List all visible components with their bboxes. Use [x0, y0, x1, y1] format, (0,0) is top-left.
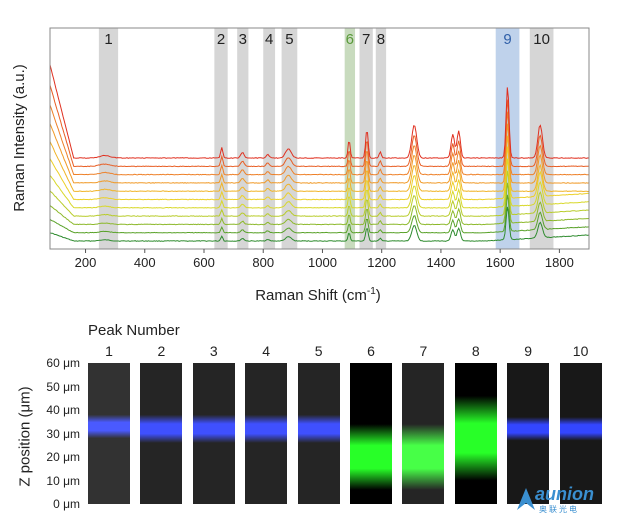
heatmap-y-tick-label: 30 μm — [46, 426, 80, 441]
band-labels: 1 2 3 4 5 6 7 8 9 10 — [104, 31, 550, 48]
heatmap-column-label: 8 — [471, 343, 480, 359]
heatmap-strip-7 — [402, 363, 445, 504]
band-label-10: 10 — [533, 31, 550, 48]
x-tick-label: 1800 — [545, 255, 574, 270]
band-6 — [344, 28, 356, 249]
logo-text: aunion — [535, 484, 594, 504]
band-4 — [263, 28, 276, 249]
heatmap-strip-8 — [454, 363, 497, 504]
spectrum-line — [49, 104, 589, 176]
heatmap-strip-2 — [140, 363, 183, 504]
band-label-3: 3 — [239, 31, 247, 48]
spectrum-line — [49, 182, 590, 226]
logo-subtext: 奥联光电 — [539, 505, 579, 514]
heatmap-strip-5 — [297, 363, 340, 504]
heatmap-column-label: 6 — [367, 343, 375, 359]
heatmap-column-label: 4 — [262, 343, 271, 359]
aunion-logo: aunion 奥联光电 — [515, 484, 615, 516]
heatmap-y-label: Z position (μm) — [16, 386, 34, 487]
band-8 — [375, 28, 387, 249]
spectrum-line — [49, 84, 590, 168]
heatmap-column-label: 5 — [314, 343, 323, 359]
band-label-9: 9 — [503, 31, 511, 48]
heatmap-y-tick-label: 10 μm — [46, 473, 80, 488]
heatmap-y-tick-label: 40 μm — [46, 403, 80, 417]
highlight-bands — [98, 28, 554, 249]
heatmap-column-label: 7 — [419, 343, 428, 359]
x-tick-label: 200 — [75, 255, 97, 270]
spectra-lines — [49, 64, 590, 242]
x-axis-label: Raman Shift (cm-1) — [255, 286, 381, 304]
heatmap-y-tick-label: 50 μm — [46, 379, 80, 394]
heatmap-strip-3 — [192, 363, 235, 504]
band-3 — [237, 28, 249, 249]
band-1 — [98, 28, 119, 249]
spectrum-line — [49, 158, 590, 209]
x-tick-label: 600 — [193, 255, 215, 270]
heatmap-strip-10 — [559, 363, 602, 504]
spectrum-line — [49, 194, 590, 234]
band-label-4: 4 — [265, 31, 273, 48]
x-tick-label: 1200 — [367, 255, 396, 270]
x-tick-label: 1000 — [308, 255, 337, 270]
x-tick-label: 800 — [252, 255, 274, 270]
logo-mark-icon — [517, 488, 535, 510]
band-label-6: 6 — [346, 31, 354, 48]
spectrum-line — [49, 170, 590, 217]
heatmap-strip-4 — [245, 363, 288, 504]
heatmap-column-label: 10 — [572, 343, 589, 359]
plot-frame — [49, 27, 590, 250]
band-label-7: 7 — [362, 31, 370, 48]
band-label-2: 2 — [217, 31, 225, 48]
raman-spectrum-chart: 1 2 3 4 5 6 7 8 9 10 200 400 600 800 1000 1200 1400 1600… — [11, 27, 590, 304]
x-tick-label: 400 — [134, 255, 156, 270]
x-tick-label: 1600 — [486, 255, 515, 270]
heatmap-strip-9 — [507, 363, 550, 504]
spectrum-line — [49, 64, 590, 159]
spectrum-line — [49, 146, 590, 201]
heatmap-y-tick-label: 0 μm — [53, 497, 80, 511]
band-label-5: 5 — [285, 31, 293, 48]
x-tick-label: 1400 — [426, 255, 455, 270]
spectrum-line — [49, 123, 590, 184]
band-2 — [214, 28, 228, 249]
heatmap-y-tick-label: 60 μm — [46, 356, 80, 370]
band-label-8: 8 — [377, 31, 385, 48]
spectrum-line — [49, 206, 590, 242]
heatmap-column-label: 1 — [105, 343, 113, 359]
heatmap-strip-1 — [88, 363, 130, 504]
band-label-1: 1 — [104, 31, 112, 48]
heatmap-strip-6 — [350, 363, 392, 504]
heatmap-column-label: 9 — [524, 343, 533, 359]
x-axis-ticks: 200 400 600 800 1000 1200 1400 1600 1800 — [75, 249, 574, 270]
heatmap-column-label: 3 — [209, 343, 218, 359]
band-5 — [281, 28, 298, 249]
spectrum-line — [49, 135, 589, 193]
y-axis-label: Raman Intensity (a.u.) — [11, 64, 28, 212]
heatmap-y-tick-label: 20 μm — [46, 450, 80, 464]
heatmap-column-label: 2 — [157, 343, 166, 359]
